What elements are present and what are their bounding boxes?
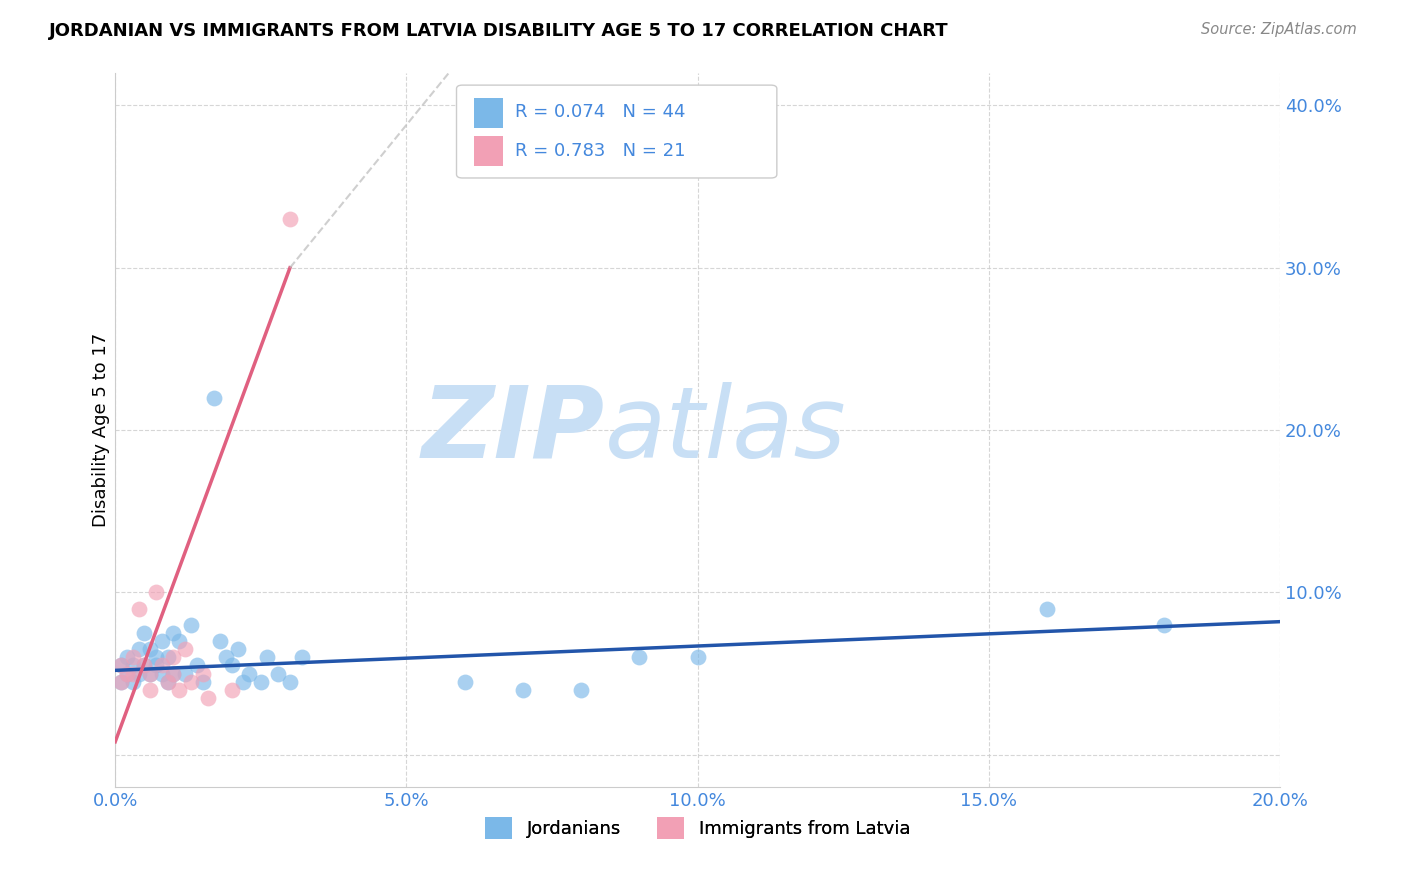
Point <box>139 682 162 697</box>
Point <box>186 658 208 673</box>
Point <box>115 666 138 681</box>
Point <box>139 666 162 681</box>
Point <box>150 634 173 648</box>
Point <box>156 674 179 689</box>
Point <box>156 650 179 665</box>
Point <box>110 674 132 689</box>
Point <box>150 658 173 673</box>
Point <box>128 666 150 681</box>
Point <box>191 666 214 681</box>
Point <box>215 650 238 665</box>
Point <box>150 666 173 681</box>
Point <box>278 674 301 689</box>
Point <box>128 642 150 657</box>
Point <box>162 666 184 681</box>
Point <box>267 666 290 681</box>
FancyBboxPatch shape <box>457 85 778 178</box>
Point <box>139 642 162 657</box>
Point <box>115 650 138 665</box>
Point <box>169 682 191 697</box>
Point <box>197 690 219 705</box>
Point <box>453 674 475 689</box>
Text: JORDANIAN VS IMMIGRANTS FROM LATVIA DISABILITY AGE 5 TO 17 CORRELATION CHART: JORDANIAN VS IMMIGRANTS FROM LATVIA DISA… <box>49 22 949 40</box>
Point <box>569 682 592 697</box>
Point <box>180 618 202 632</box>
Point <box>134 626 156 640</box>
Point <box>174 666 197 681</box>
Point <box>145 585 167 599</box>
Point <box>145 650 167 665</box>
Point <box>221 682 243 697</box>
Legend: Jordanians, Immigrants from Latvia: Jordanians, Immigrants from Latvia <box>478 810 917 847</box>
Point <box>162 626 184 640</box>
Point <box>256 650 278 665</box>
Point <box>686 650 709 665</box>
Point <box>110 658 132 673</box>
Point <box>134 658 156 673</box>
FancyBboxPatch shape <box>474 136 503 166</box>
Point <box>174 642 197 657</box>
Text: R = 0.783   N = 21: R = 0.783 N = 21 <box>515 142 685 160</box>
Point <box>139 666 162 681</box>
Point <box>232 674 254 689</box>
Text: atlas: atlas <box>605 382 846 479</box>
Point <box>180 674 202 689</box>
Point <box>202 391 225 405</box>
Point <box>121 650 143 665</box>
Point <box>128 601 150 615</box>
Point <box>1036 601 1059 615</box>
Point <box>628 650 651 665</box>
Point <box>209 634 232 648</box>
Point <box>291 650 314 665</box>
FancyBboxPatch shape <box>474 98 503 128</box>
Text: R = 0.074   N = 44: R = 0.074 N = 44 <box>515 103 685 121</box>
Point <box>250 674 273 689</box>
Point <box>512 682 534 697</box>
Y-axis label: Disability Age 5 to 17: Disability Age 5 to 17 <box>93 333 110 527</box>
Text: Source: ZipAtlas.com: Source: ZipAtlas.com <box>1201 22 1357 37</box>
Point <box>121 674 143 689</box>
Point <box>110 674 132 689</box>
Point <box>162 666 184 681</box>
Point <box>1153 618 1175 632</box>
Point <box>134 658 156 673</box>
Point <box>226 642 249 657</box>
Point <box>121 666 143 681</box>
Point <box>121 658 143 673</box>
Point <box>169 634 191 648</box>
Point <box>278 212 301 227</box>
Point <box>115 666 138 681</box>
Point <box>110 658 132 673</box>
Point <box>238 666 260 681</box>
Text: ZIP: ZIP <box>422 382 605 479</box>
Point <box>221 658 243 673</box>
Point <box>145 658 167 673</box>
Point <box>156 674 179 689</box>
Point <box>191 674 214 689</box>
Point <box>162 650 184 665</box>
